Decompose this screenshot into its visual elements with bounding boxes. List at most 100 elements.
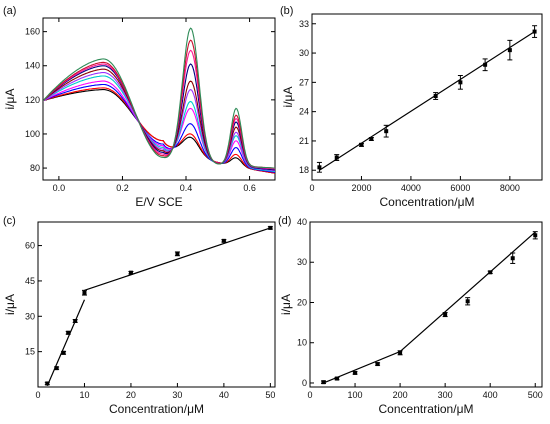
- x-tick-label: 20: [126, 390, 136, 400]
- panel-label: (b): [280, 5, 293, 17]
- y-tick-label: 30: [299, 48, 309, 58]
- x-tick-label: 50: [265, 390, 275, 400]
- data-point-3: [353, 370, 358, 375]
- y-tick-label: 40: [297, 217, 307, 227]
- y-tick-label: 24: [299, 107, 309, 117]
- data-point-1: [45, 381, 50, 386]
- fit-line-2: [399, 231, 536, 353]
- panel-label: (c): [3, 215, 16, 227]
- x-tick-label: 30: [172, 390, 182, 400]
- x-tick-label: 400: [483, 390, 498, 400]
- data-point-3: [61, 350, 66, 355]
- voltammogram-4: [43, 80, 275, 173]
- y-tick-label: 80: [30, 163, 40, 173]
- x-axis-label: Concentration/μM: [379, 402, 474, 416]
- data-point-10: [533, 233, 538, 238]
- data-point-6: [82, 290, 87, 295]
- y-tick-label: 33: [299, 19, 309, 29]
- data-point-1: [321, 380, 326, 385]
- y-axis-label: i/μA: [279, 294, 293, 315]
- voltammogram-6: [43, 72, 275, 172]
- y-tick-label: 30: [297, 257, 307, 267]
- fit-line-1: [319, 31, 535, 171]
- fit-line-1: [323, 351, 401, 384]
- plot-frame: [37, 221, 276, 388]
- y-tick-label: 27: [299, 77, 309, 87]
- y-tick-label: 140: [25, 61, 40, 71]
- data-point-4: [369, 136, 374, 141]
- panel-label: (d): [278, 215, 291, 227]
- y-tick-label: 45: [25, 276, 35, 286]
- x-axis-label: Concentration/μM: [109, 402, 204, 416]
- data-point-4: [375, 362, 380, 367]
- plot-frame: [311, 13, 543, 181]
- data-point-5: [398, 350, 403, 355]
- y-tick-label: 20: [297, 297, 307, 307]
- data-point-10: [532, 29, 537, 34]
- y-tick-label: 21: [299, 136, 309, 146]
- x-tick-label: 500: [528, 390, 543, 400]
- y-axis-label: i/μA: [3, 89, 17, 110]
- y-axis-label: i/μA: [3, 294, 17, 315]
- data-point-7: [458, 80, 463, 85]
- x-tick-label: 6000: [450, 183, 470, 193]
- x-tick-label: 4000: [401, 183, 421, 193]
- voltammogram-8: [43, 63, 275, 171]
- y-tick-label: 0: [302, 378, 307, 388]
- data-point-8: [483, 62, 488, 67]
- fit-line-1: [46, 299, 86, 387]
- y-tick-label: 60: [25, 241, 35, 251]
- voltammogram-7: [43, 68, 275, 171]
- fit-line-2: [84, 227, 271, 291]
- data-point-7: [128, 270, 133, 275]
- y-axis-label: i/μA: [281, 87, 295, 108]
- x-tick-label: 0.2: [116, 183, 129, 193]
- data-point-2: [54, 366, 59, 371]
- data-point-5: [384, 129, 389, 134]
- y-tick-label: 160: [25, 27, 40, 37]
- y-tick-label: 120: [25, 95, 40, 105]
- panel-b: 0 2000 4000 6000 8000 18 21 24 27 30 33 Concentrati…: [280, 5, 543, 209]
- data-point-8: [175, 251, 180, 256]
- data-point-6: [433, 94, 438, 99]
- x-tick-label: 40: [219, 390, 229, 400]
- data-point-7: [465, 299, 470, 304]
- data-point-2: [334, 155, 339, 160]
- x-tick-label: 0.4: [180, 183, 193, 193]
- x-tick-label: 0: [309, 183, 314, 193]
- data-point-3: [359, 142, 364, 147]
- data-point-8: [488, 270, 493, 275]
- x-tick-label: 200: [393, 390, 408, 400]
- x-tick-label: 0.6: [243, 183, 256, 193]
- x-axis-label: E/V SCE: [135, 195, 182, 209]
- panel-label: (a): [3, 5, 16, 17]
- data-point-4: [66, 330, 71, 335]
- y-tick-label: 18: [299, 165, 309, 175]
- voltammogram-5: [43, 75, 275, 173]
- y-tick-label: 15: [25, 347, 35, 357]
- x-tick-label: 10: [79, 390, 89, 400]
- x-tick-label: 0.0: [53, 183, 66, 193]
- voltammogram-2: [43, 87, 275, 174]
- data-point-1: [317, 165, 322, 170]
- x-tick-label: 100: [348, 390, 363, 400]
- panel-c: 0 10 20 30 40 50 15 30 45 60 Concentration/μM i/μA (…: [3, 215, 276, 416]
- data-point-10: [268, 225, 273, 230]
- data-point-2: [335, 376, 340, 381]
- x-tick-label: 0: [307, 390, 312, 400]
- data-point-5: [73, 319, 78, 323]
- voltammogram-9: [43, 49, 275, 170]
- y-tick-label: 30: [25, 311, 35, 321]
- x-tick-label: 0: [35, 390, 40, 400]
- data-point-9: [507, 48, 512, 53]
- panel-d: 0 100 200 300 400 500 0 10 20 30 40 Concentration/μ…: [278, 215, 543, 416]
- voltammogram-3: [43, 83, 275, 173]
- panel-a: 0.0 0.2 0.4 0.6 80 100 120 140 160 E/V SCE i/μA (a): [3, 5, 276, 209]
- voltammogram-10: [43, 39, 275, 169]
- x-tick-label: 8000: [500, 183, 520, 193]
- data-point-9: [221, 238, 226, 243]
- plot-frame: [309, 221, 543, 388]
- x-tick-label: 300: [438, 390, 453, 400]
- y-tick-label: 10: [297, 338, 307, 348]
